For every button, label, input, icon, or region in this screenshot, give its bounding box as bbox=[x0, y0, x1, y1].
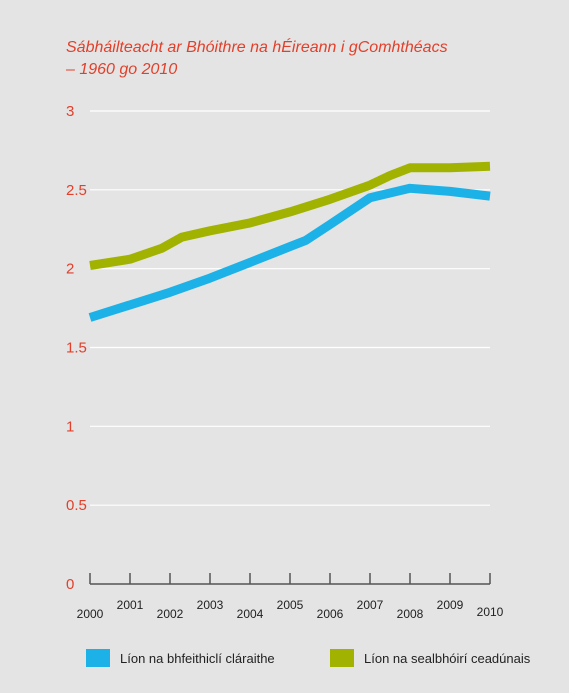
y-tick-label-2: 2 bbox=[66, 261, 74, 278]
y-tick-label-2.5: 2.5 bbox=[66, 182, 87, 199]
legend-swatch-licence-holders bbox=[330, 649, 354, 667]
chart-title-line-1: Sábháilteacht ar Bhóithre na hÉireann i … bbox=[66, 39, 448, 56]
x-tick-label-2009: 2009 bbox=[437, 598, 464, 612]
y-tick-label-0: 0 bbox=[66, 576, 74, 593]
x-tick-label-2006: 2006 bbox=[317, 607, 344, 621]
legend-swatch-vehicles bbox=[86, 649, 110, 667]
series-line-1 bbox=[88, 183, 491, 322]
legend-item-licence-holders: Líon na sealbhóirí ceadúnais bbox=[330, 648, 530, 668]
x-tick-label-2005: 2005 bbox=[277, 598, 304, 612]
legend-item-vehicles: Líon na bhfeithiclí cláraithe bbox=[86, 648, 275, 668]
x-tick-label-2007: 2007 bbox=[357, 598, 384, 612]
x-tick-label-2002: 2002 bbox=[157, 607, 184, 621]
x-tick-label-2003: 2003 bbox=[197, 598, 224, 612]
legend-label-licence-holders: Líon na sealbhóirí ceadúnais bbox=[364, 650, 531, 666]
y-tick-label-3: 3 bbox=[66, 103, 74, 120]
x-tick-label-2004: 2004 bbox=[237, 607, 264, 621]
y-tick-label-1: 1 bbox=[66, 418, 74, 435]
x-tick-label-2008: 2008 bbox=[397, 607, 424, 621]
legend-label-vehicles: Líon na bhfeithiclí cláraithe bbox=[120, 650, 275, 666]
series-line-2 bbox=[89, 161, 491, 270]
x-tick-label-2010: 2010 bbox=[477, 605, 504, 619]
y-tick-label-0.5: 0.5 bbox=[66, 497, 87, 514]
x-tick-label-2001: 2001 bbox=[117, 598, 144, 612]
y-tick-label-1.5: 1.5 bbox=[66, 340, 87, 357]
chart-title-line-2: – 1960 go 2010 bbox=[66, 61, 178, 78]
x-tick-label-2000: 2000 bbox=[77, 607, 104, 621]
